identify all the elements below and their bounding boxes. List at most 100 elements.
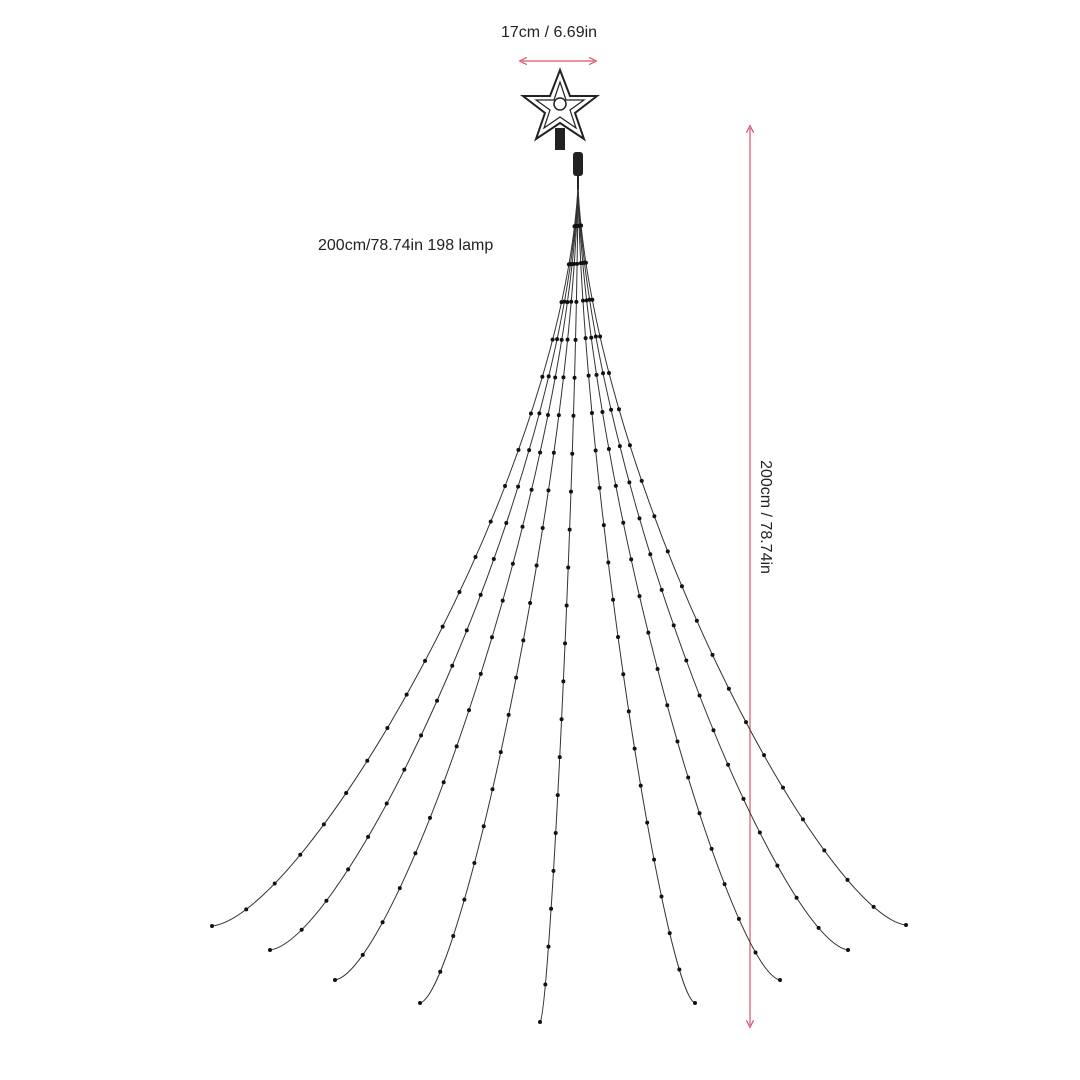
bulb <box>298 852 303 857</box>
bulb <box>871 904 876 909</box>
bulb <box>510 561 515 566</box>
bulb <box>557 755 562 760</box>
bulb <box>629 557 634 562</box>
bulb <box>816 925 821 930</box>
bulb <box>272 881 277 886</box>
bulb <box>360 952 365 957</box>
bulb <box>617 444 622 449</box>
bulb <box>659 894 664 899</box>
bulb <box>490 635 495 640</box>
bulb <box>627 443 632 448</box>
bulb <box>626 709 631 714</box>
bulb <box>711 728 716 733</box>
bulb <box>638 783 643 788</box>
bulb <box>637 594 642 599</box>
bulb <box>550 337 555 342</box>
light-strand <box>334 187 579 981</box>
bulb <box>441 780 446 785</box>
bulb <box>632 746 637 751</box>
bulb <box>478 671 483 676</box>
bulb <box>538 450 543 455</box>
bulb <box>675 739 680 744</box>
bulb <box>504 520 509 525</box>
bulb <box>655 667 660 672</box>
bulb <box>402 767 407 772</box>
bulb <box>559 717 564 722</box>
light-strand <box>211 187 579 927</box>
bulb <box>606 446 611 451</box>
bulb <box>553 375 558 380</box>
bulb <box>589 335 594 340</box>
bulb <box>528 411 533 416</box>
bulb <box>561 679 566 684</box>
strand-info-label: 200cm/78.74in 198 lamp <box>318 237 494 254</box>
bulb <box>800 817 805 822</box>
bulb <box>418 1001 422 1005</box>
bulb <box>601 371 606 376</box>
bulb <box>500 598 505 603</box>
bulb <box>268 948 272 952</box>
bulb <box>438 969 443 974</box>
bulb <box>571 413 576 418</box>
bulb <box>491 557 496 562</box>
bulb <box>488 519 493 524</box>
bulb <box>551 450 556 455</box>
bulb <box>514 675 519 680</box>
bulb <box>534 563 539 568</box>
bulb <box>563 641 568 646</box>
bulb <box>506 712 511 717</box>
bulb <box>324 898 329 903</box>
bulb <box>659 587 664 592</box>
bulb <box>697 811 702 816</box>
bulb <box>616 635 621 640</box>
bulb <box>778 978 782 982</box>
bulb <box>546 374 551 379</box>
bulb <box>726 686 731 691</box>
bulb <box>741 796 746 801</box>
bulb <box>490 787 495 792</box>
bulb <box>822 848 827 853</box>
light-strand <box>539 187 579 1023</box>
bulb <box>665 703 670 708</box>
bulb <box>736 916 741 921</box>
bulb <box>555 793 560 798</box>
bulb <box>566 565 571 570</box>
bulb <box>637 516 642 521</box>
bulb <box>609 407 614 412</box>
bulb <box>561 375 566 380</box>
bulb <box>457 590 462 595</box>
bulb <box>845 877 850 882</box>
bulb <box>462 897 467 902</box>
bulb <box>589 411 594 416</box>
bulb <box>450 663 455 668</box>
bulb <box>413 851 418 856</box>
bulb <box>478 592 483 597</box>
light-strand <box>577 187 696 1004</box>
bulb <box>570 451 575 456</box>
bulb <box>667 931 672 936</box>
bulb <box>404 692 409 697</box>
bulb <box>652 514 657 519</box>
bulb <box>427 815 432 820</box>
bulb <box>583 336 588 341</box>
bulb <box>568 489 573 494</box>
bulb <box>562 299 567 304</box>
light-strand <box>577 187 849 951</box>
bulb <box>677 967 682 972</box>
bulb <box>569 299 574 304</box>
bulb <box>516 447 521 452</box>
bulb <box>607 371 612 376</box>
bulb <box>545 413 550 418</box>
bulb <box>613 483 618 488</box>
bulb <box>722 882 727 887</box>
bulb <box>686 775 691 780</box>
bulb <box>645 820 650 825</box>
bulb <box>210 924 214 928</box>
bulb <box>385 725 390 730</box>
bulb <box>529 487 534 492</box>
star-icon <box>520 67 600 150</box>
bulb <box>440 624 445 629</box>
bulb <box>611 597 616 602</box>
bulb <box>467 708 472 713</box>
light-strand <box>577 187 907 926</box>
